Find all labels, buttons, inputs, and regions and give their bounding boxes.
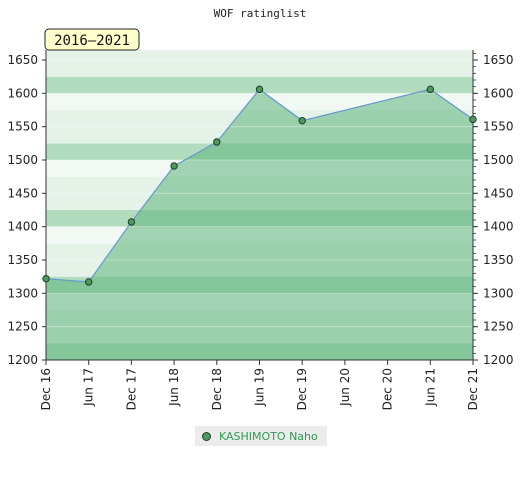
x-tick-label: Jun 20 bbox=[338, 368, 352, 407]
y-tick-label-right: 1400 bbox=[483, 220, 514, 234]
data-point bbox=[85, 278, 93, 286]
period-label: 2016–2021 bbox=[54, 33, 130, 49]
x-tick-label: Dec 16 bbox=[39, 368, 53, 410]
y-tick-label: 1300 bbox=[7, 286, 38, 300]
y-tick-label-right: 1600 bbox=[483, 86, 514, 100]
y-tick-label: 1250 bbox=[7, 320, 38, 334]
y-tick-label: 1550 bbox=[7, 120, 38, 134]
x-tick-label: Dec 21 bbox=[466, 368, 480, 410]
data-point bbox=[255, 85, 264, 94]
x-axis: Dec 16 Jun 17 Dec 17 Jun 18 Dec 18 Jun 19 Dec … bbox=[39, 360, 480, 410]
y-tick-label-right: 1650 bbox=[483, 53, 514, 67]
legend-marker-icon bbox=[202, 431, 211, 441]
band-lower bbox=[46, 50, 473, 60]
y-axis-right: 1200 1250 1300 1350 1400 1450 1500 1550 1600 1650 bbox=[473, 52, 514, 367]
y-tick-label: 1400 bbox=[7, 220, 38, 234]
data-point bbox=[469, 115, 477, 124]
y-tick-label: 1600 bbox=[7, 86, 38, 100]
y-tick-label: 1500 bbox=[7, 153, 38, 167]
x-tick-label: Jun 19 bbox=[253, 368, 267, 407]
y-tick-label-right: 1350 bbox=[483, 253, 514, 267]
band-upper bbox=[46, 60, 473, 77]
period-box: 2016–2021 bbox=[44, 28, 140, 51]
x-tick-label: Jun 21 bbox=[423, 368, 437, 407]
data-point bbox=[426, 85, 434, 94]
chart-title: WOF ratinglist bbox=[214, 7, 307, 20]
y-tick-label: 1650 bbox=[7, 53, 38, 67]
y-tick-label: 1450 bbox=[7, 186, 38, 200]
data-point bbox=[298, 116, 306, 125]
data-markers bbox=[42, 85, 477, 286]
rating-area bbox=[46, 89, 473, 360]
legend-series-label: KASHIMOTO Naho bbox=[219, 429, 318, 443]
y-axis-left: 1200 1250 1300 1350 1400 1450 1500 1550 1600 1650 bbox=[7, 53, 46, 367]
data-point bbox=[170, 162, 178, 170]
y-tick-label-right: 1500 bbox=[483, 153, 514, 167]
x-tick-label: Dec 20 bbox=[381, 368, 395, 410]
y-tick-label: 1350 bbox=[7, 253, 38, 267]
data-point bbox=[42, 274, 50, 283]
x-tick-label: Dec 18 bbox=[210, 368, 224, 410]
x-tick-label: Jun 17 bbox=[82, 368, 96, 407]
y-tick-label-right: 1300 bbox=[483, 286, 514, 300]
y-tick-label-right: 1550 bbox=[483, 120, 514, 134]
band-lower bbox=[46, 76, 473, 94]
x-tick-label: Jun 18 bbox=[167, 368, 181, 407]
y-tick-label-right: 1200 bbox=[483, 353, 514, 367]
y-tick-label-right: 1250 bbox=[483, 320, 514, 334]
data-point bbox=[213, 138, 221, 146]
data-point bbox=[127, 218, 136, 226]
x-tick-label: Dec 19 bbox=[295, 368, 309, 410]
x-tick-label: Dec 17 bbox=[124, 368, 138, 410]
legend: KASHIMOTO Naho bbox=[195, 426, 327, 446]
y-tick-label: 1200 bbox=[7, 353, 38, 367]
y-tick-label-right: 1450 bbox=[483, 186, 514, 200]
